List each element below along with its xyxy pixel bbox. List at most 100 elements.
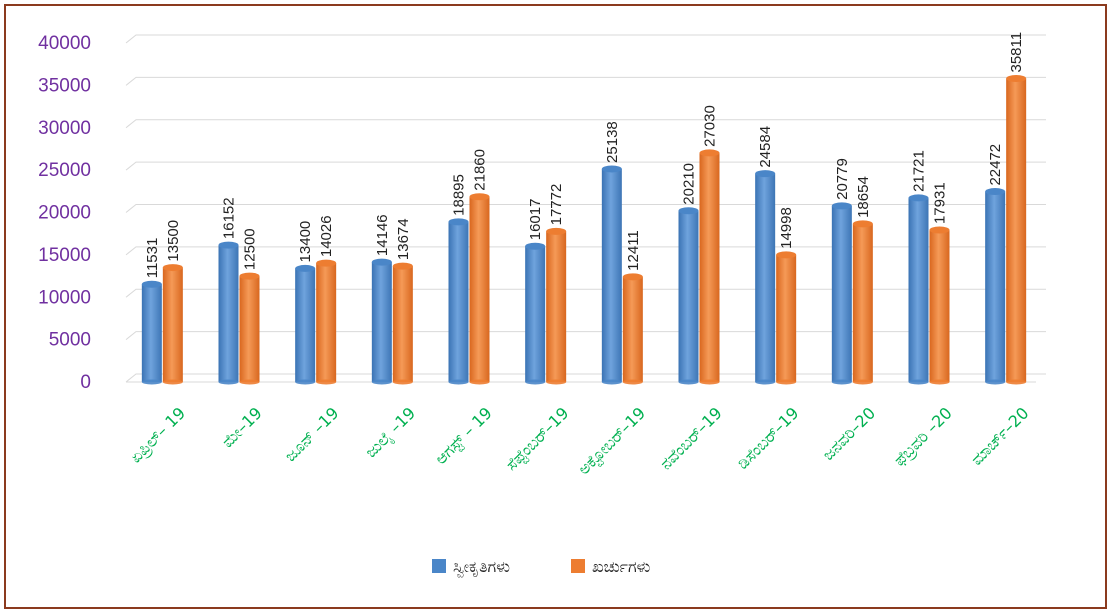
bar-body	[469, 196, 490, 382]
bar-body	[371, 262, 392, 382]
gridline	[125, 76, 1046, 86]
data-label: 14026	[318, 215, 335, 257]
bar-base	[525, 379, 546, 385]
bar-base	[448, 379, 469, 385]
bar-body	[392, 266, 413, 382]
data-label: 21860	[472, 149, 489, 191]
bar-receipts	[295, 264, 316, 385]
bar-body	[525, 246, 546, 382]
x-axis: ಏಪ್ರಿಲ್– 19 ಮೇ–19 ಜೂನ್ –19 ಜುಲೈ –19 ಆಗಸ್ಟ್ –…	[126, 403, 1032, 479]
bar-base	[141, 379, 162, 385]
bar-receipts	[755, 170, 776, 385]
data-label: 18654	[855, 176, 872, 218]
bar-base	[699, 379, 720, 385]
bar-expenses	[546, 227, 567, 385]
bar-base	[601, 379, 622, 385]
y-tick-label: 35000	[38, 75, 91, 96]
x-tick-label: ಆಗಸ್ಟ್ – 19	[431, 403, 496, 468]
bar-receipts	[371, 258, 392, 385]
data-label: 13500	[165, 220, 182, 262]
data-label: 11531	[144, 238, 161, 279]
bar-chart: 0 5000 10000 15000 20000 25000 30000 35000 40000…	[38, 32, 1046, 577]
legend-label: ಖರ್ಚುಗಳು	[592, 557, 650, 576]
bar-top	[776, 251, 797, 259]
bar-receipts	[218, 241, 239, 385]
bar-top	[316, 259, 337, 267]
legend-label: ಸ್ವೀಕೃತಿಗಳು	[453, 557, 510, 577]
bar-body	[908, 197, 929, 382]
y-tick-label: 25000	[38, 160, 91, 181]
bar-body	[141, 284, 162, 382]
bar-expenses	[392, 262, 413, 385]
bar-base	[908, 379, 929, 385]
bar-expenses	[469, 193, 490, 385]
data-label: 22472	[987, 144, 1004, 186]
bar-top	[908, 194, 929, 202]
x-tick-label: ಮೇ–19	[218, 403, 266, 451]
data-label: 18895	[451, 174, 468, 216]
bar-top	[448, 218, 469, 226]
x-tick-label: ಜುಲೈ –19	[361, 403, 420, 462]
gridline	[125, 161, 1046, 171]
bar-top	[239, 272, 260, 280]
bar-top	[755, 170, 776, 178]
bar-body	[678, 210, 699, 382]
bar-body	[239, 276, 260, 382]
bar-body	[755, 173, 776, 382]
bar-top	[295, 264, 316, 272]
legend-item-receipts: ಸ್ವೀಕೃತಿಗಳು	[432, 557, 510, 577]
legend: ಸ್ವೀಕೃತಿಗಳು ಖರ್ಚುಗಳು	[432, 557, 650, 577]
y-tick-label: 10000	[38, 287, 91, 308]
data-label: 13400	[297, 221, 314, 263]
bar-body	[316, 263, 337, 382]
data-label: 14146	[374, 214, 391, 256]
bar-base	[776, 379, 797, 385]
bar-body	[295, 268, 316, 382]
bar-top	[546, 227, 567, 235]
bar-receipts	[141, 280, 162, 385]
bar-base	[316, 379, 337, 385]
data-label: 12411	[625, 230, 642, 271]
x-tick-label: ಏಪ್ರಿಲ್– 19	[126, 403, 190, 467]
data-label: 21721	[911, 150, 928, 192]
gridline	[125, 204, 1046, 213]
bar-base	[678, 379, 699, 385]
gridline	[125, 288, 1046, 298]
bar-expenses	[776, 251, 797, 385]
bar-body	[162, 267, 183, 382]
data-label: 16017	[527, 199, 544, 241]
bar-body	[929, 230, 950, 382]
bar-top	[601, 165, 622, 173]
y-tick-label: 15000	[38, 245, 91, 266]
bar-top	[699, 149, 720, 157]
legend-swatch	[432, 559, 446, 573]
bar-top	[929, 226, 950, 234]
data-label: 17931	[932, 182, 949, 224]
bar-expenses	[1006, 75, 1027, 385]
x-tick-label: ಡಿಸೆಂಬರ್–19	[733, 403, 802, 472]
y-tick-label: 5000	[49, 330, 91, 351]
bar-top	[831, 202, 852, 210]
bar-base	[1006, 379, 1027, 385]
x-tick-label: ಅಕ್ಟೋಬರ್–19	[574, 403, 650, 479]
bar-expenses	[162, 264, 183, 385]
legend-swatch	[571, 559, 585, 573]
data-label: 25138	[604, 121, 621, 163]
data-label: 27030	[702, 105, 719, 147]
bar-base	[852, 379, 873, 385]
bar-base	[239, 379, 260, 385]
bar-body	[985, 191, 1006, 382]
gridlines	[125, 34, 1046, 383]
data-label: 20210	[681, 163, 698, 205]
bar-base	[218, 379, 239, 385]
x-tick-label: ನವೆಂಬರ್–19	[656, 403, 726, 473]
bar-base	[162, 379, 183, 385]
bar-receipts	[601, 165, 622, 385]
data-label: 13674	[395, 218, 412, 260]
bar-body	[776, 254, 797, 382]
gridline	[125, 373, 1046, 383]
bar-body	[448, 221, 469, 382]
bar-top	[985, 188, 1006, 196]
bar-base	[622, 379, 643, 385]
bar-expenses	[239, 272, 260, 385]
